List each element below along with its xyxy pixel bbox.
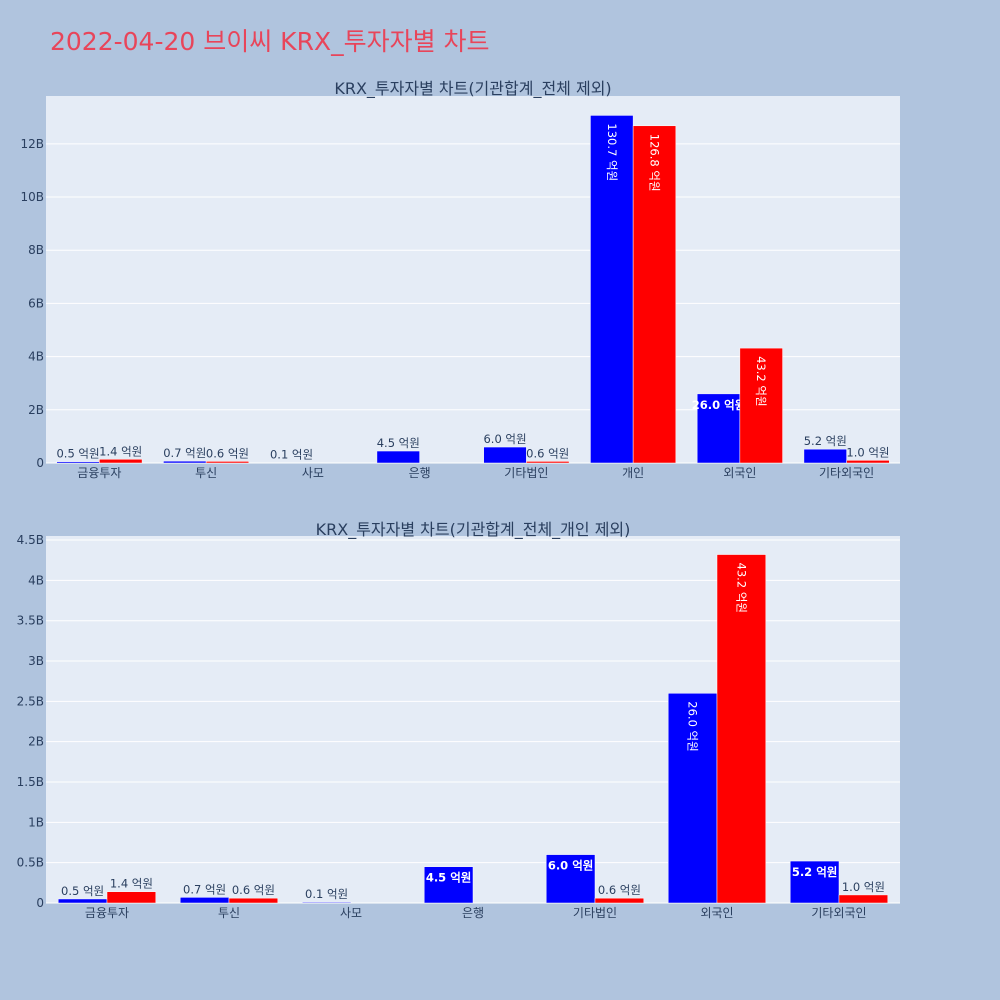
data-label: 0.6 억원 <box>206 446 249 460</box>
bar <box>205 461 250 464</box>
data-label: 5.2 억원 <box>804 434 847 448</box>
data-label: 0.6 억원 <box>526 446 569 460</box>
plot-area <box>46 536 900 903</box>
chart-bottom: 0 0.5B 1B 1.5B 2B 2.5B 3B 3.5B 4B 4.5B KRX_투자자별 차트… <box>17 520 900 920</box>
x-tick-label: 금융투자 <box>77 466 121 480</box>
y-tick-label: 3B <box>28 654 44 668</box>
y-tick-label: 10B <box>20 190 44 204</box>
data-label: 1.0 억원 <box>846 445 889 459</box>
data-label: 0.6 억원 <box>232 883 275 897</box>
data-label: 126.8 억원 <box>647 134 661 192</box>
x-tick-label: 기타외국인 <box>811 906 866 920</box>
y-tick-label: 1B <box>28 815 44 829</box>
x-tick-label: 개인 <box>622 466 644 480</box>
bar <box>99 459 143 464</box>
bar <box>56 461 100 464</box>
data-label: 1.4 억원 <box>99 444 142 458</box>
bar <box>483 446 527 464</box>
data-label: 0.6 억원 <box>598 883 641 897</box>
data-label: 26.0 억원 <box>692 398 746 412</box>
bar <box>376 450 420 464</box>
bar <box>545 854 596 904</box>
data-label: 4.5 억원 <box>377 436 420 450</box>
bar <box>838 894 889 904</box>
x-tick-label: 금융투자 <box>85 906 129 920</box>
data-label: 26.0 억원 <box>686 701 700 751</box>
bar <box>594 897 645 904</box>
y-tick-label: 3.5B <box>17 614 44 628</box>
data-label: 6.0 억원 <box>483 432 526 446</box>
bar <box>667 693 718 904</box>
bar <box>163 460 207 464</box>
data-label: 0.7 억원 <box>163 446 206 460</box>
bar <box>696 393 741 464</box>
y-tick-label: 2B <box>28 403 44 417</box>
y-tick-label: 1.5B <box>17 775 44 789</box>
x-tick-label: 외국인 <box>723 466 756 480</box>
bar <box>106 891 157 904</box>
data-label: 5.2 억원 <box>792 865 838 879</box>
x-tick-label: 은행 <box>462 905 484 920</box>
data-label: 0.5 억원 <box>56 447 99 461</box>
y-tick-label: 2B <box>28 735 44 749</box>
bar <box>57 898 108 904</box>
data-label: 43.2 억원 <box>754 356 768 406</box>
x-tick-label: 은행 <box>409 465 431 480</box>
data-label: 1.4 억원 <box>110 877 153 891</box>
x-tick-label: 기타외국인 <box>819 466 874 480</box>
data-label: 0.1 억원 <box>305 887 348 901</box>
y-tick-label: 4B <box>28 350 44 364</box>
data-label: 0.7 억원 <box>183 882 226 896</box>
data-label: 6.0 억원 <box>548 859 594 873</box>
data-label: 4.5 억원 <box>426 871 472 885</box>
chart-title: KRX_투자자별 차트(기관합계_전체 제외) <box>334 79 611 99</box>
x-tick-label: 외국인 <box>700 906 733 920</box>
bar <box>803 448 847 464</box>
data-label: 0.1 억원 <box>270 448 313 462</box>
y-tick-label: 0 <box>36 896 44 910</box>
x-tick-label: 사모 <box>340 906 362 920</box>
y-tick-label: 8B <box>28 243 44 257</box>
y-tick-label: 2.5B <box>17 694 44 708</box>
x-tick-label: 투신 <box>195 466 217 480</box>
bar <box>632 125 677 464</box>
y-tick-label: 0 <box>36 456 44 470</box>
y-tick-label: 0.5B <box>17 856 44 870</box>
y-tick-label: 6B <box>28 296 44 310</box>
page-title: 2022-04-20 브이씨 KRX_투자자별 차트 <box>50 27 490 56</box>
x-tick-label: 기타법인 <box>504 466 548 480</box>
x-tick-label: 사모 <box>302 466 324 480</box>
data-label: 43.2 억원 <box>734 563 748 613</box>
bar <box>179 897 230 904</box>
data-label: 130.7 억원 <box>605 123 619 181</box>
bar <box>301 901 352 904</box>
data-label: 1.0 억원 <box>842 880 885 894</box>
y-tick-label: 12B <box>20 137 44 151</box>
bar <box>739 347 783 464</box>
bar <box>590 115 634 464</box>
bar <box>846 460 890 464</box>
y-tick-label: 4B <box>28 573 44 587</box>
chart-title: KRX_투자자별 차트(기관합계_전체_개인 제외) <box>316 520 631 540</box>
bar <box>526 461 570 464</box>
x-tick-label: 투신 <box>218 906 240 920</box>
bar <box>789 860 840 904</box>
bar <box>423 866 474 904</box>
bar <box>228 897 279 904</box>
x-tick-label: 기타법인 <box>573 906 617 920</box>
data-label: 0.5 억원 <box>61 884 104 898</box>
y-tick-label: 4.5B <box>17 533 44 547</box>
bar <box>716 554 767 904</box>
chart-top: 0 2B 4B 6B 8B 10B 12B KRX_투자자별 차트(기관합계_전체 제외) 금융… <box>20 79 900 480</box>
